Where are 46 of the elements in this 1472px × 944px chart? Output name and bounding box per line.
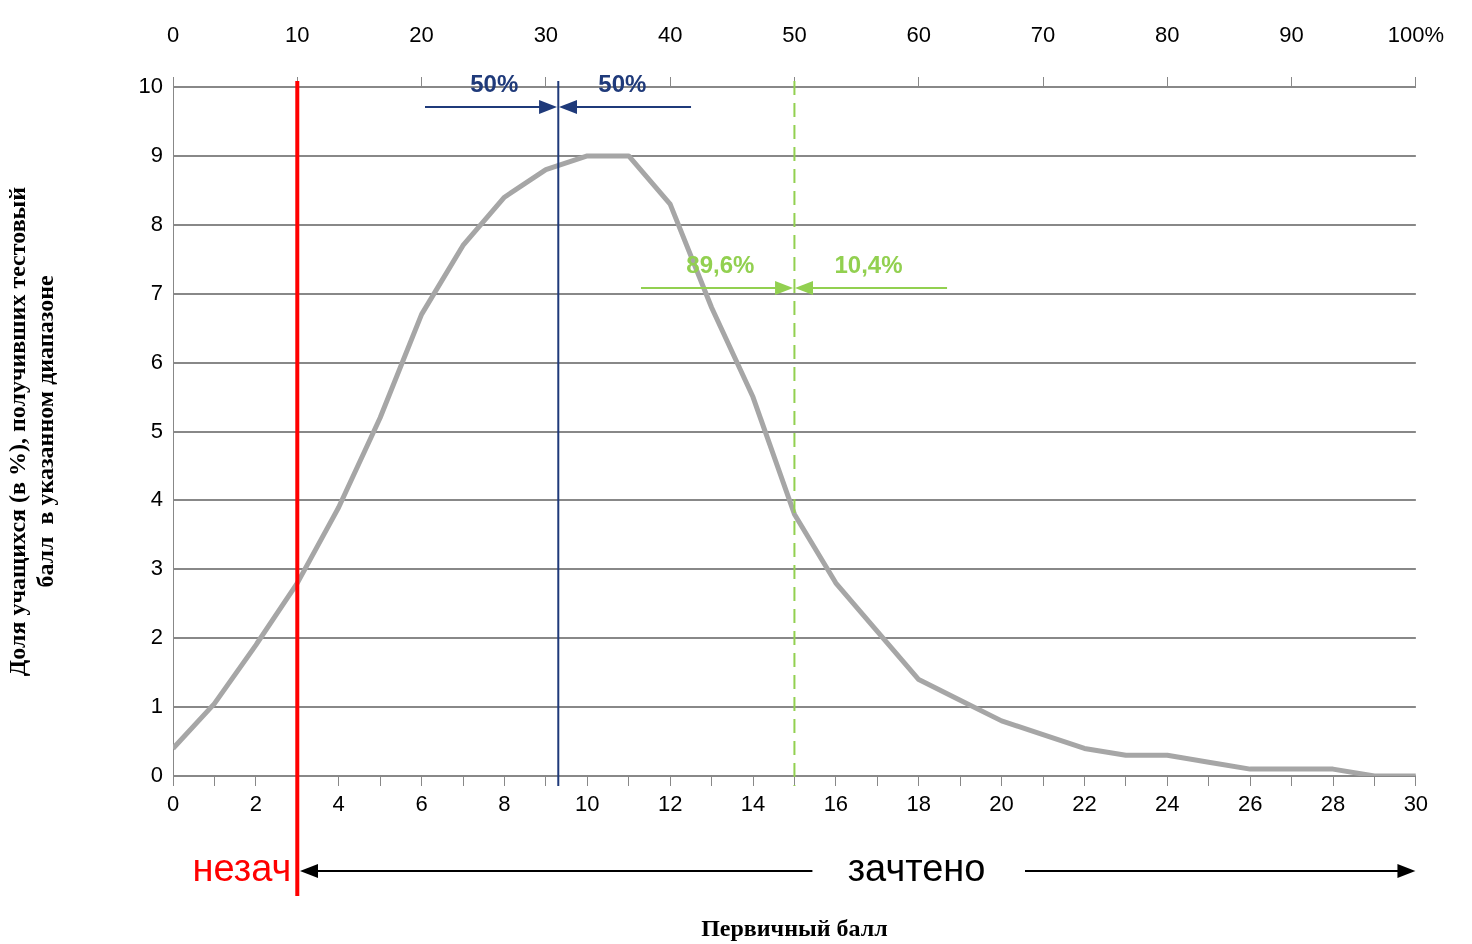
y-tick-label: 6 (150, 348, 163, 374)
annotation: 50% (470, 69, 519, 97)
y-tick-label: 5 (150, 417, 163, 443)
y-tick-label: 3 (150, 555, 163, 581)
x2-tick-label: 10 (285, 21, 310, 47)
x-tick-label: 18 (906, 791, 931, 817)
y-tick-label: 10 (138, 73, 163, 99)
x-tick-label: 28 (1320, 791, 1346, 817)
annotation: 10,4% (834, 250, 903, 278)
y-tick-label: 4 (150, 486, 163, 512)
x2-tick-label: 50 (782, 21, 807, 47)
y-tick-label: 9 (150, 141, 163, 167)
x-tick-label: 14 (740, 791, 766, 817)
x-tick-label: 4 (332, 791, 345, 817)
annotation: 50% (598, 69, 647, 97)
x-tick-label: 10 (575, 791, 600, 817)
x-axis-title: Первичный балл (701, 914, 888, 941)
x2-tick-label: 80 (1155, 21, 1180, 47)
x-tick-label: 20 (989, 791, 1014, 817)
x2-tick-label: 30 (533, 21, 559, 47)
y-tick-label: 7 (150, 279, 163, 305)
x2-tick-label: 40 (657, 21, 683, 47)
y-tick-label: 8 (150, 210, 163, 236)
x-tick-label: 30 (1403, 791, 1429, 817)
x-tick-label: 6 (415, 791, 428, 817)
y-tick-label: 0 (150, 762, 163, 788)
x-tick-label: 16 (823, 791, 849, 817)
text: зачтено (847, 847, 986, 890)
y-axis-title: Доля учащихся (в %), получивших тестовый балл в указанном диапазоне (3, 186, 59, 677)
x-tick-label: 22 (1072, 791, 1097, 817)
x2-tick-label: 90 (1279, 21, 1304, 47)
annotation: 89,6% (686, 250, 755, 278)
x2-tick-label: 70 (1030, 21, 1056, 47)
y-tick-label: 1 (150, 693, 163, 719)
x2-tick-label: 60 (906, 21, 931, 47)
ref-line-label: незач (192, 847, 292, 890)
x-tick-label: 26 (1237, 791, 1263, 817)
x-tick-label: 0 (166, 791, 180, 817)
x-tick-label: 12 (657, 791, 683, 817)
x-tick-label: 24 (1155, 791, 1180, 817)
y-tick-label: 2 (150, 624, 163, 650)
x2-tick-label: 100% (1387, 21, 1445, 47)
x2-tick-label: 20 (409, 21, 434, 47)
x2-tick-label: 0 (166, 21, 180, 47)
x-tick-label: 8 (498, 791, 511, 817)
x-tick-label: 2 (249, 791, 262, 817)
